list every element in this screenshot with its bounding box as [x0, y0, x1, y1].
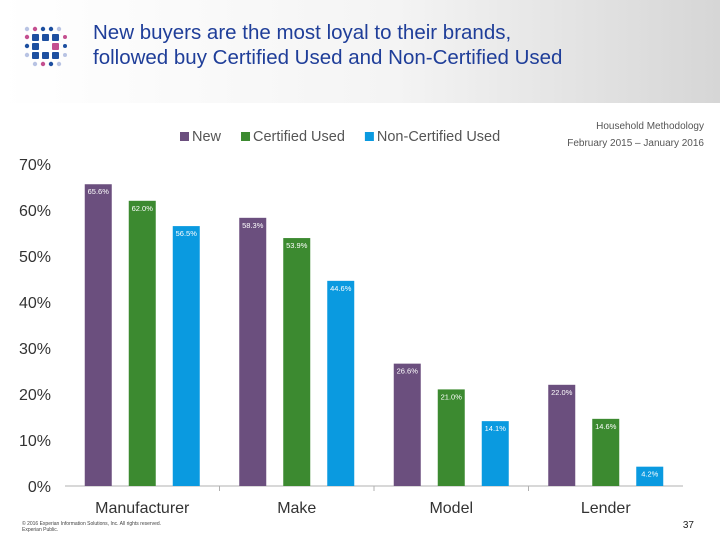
copyright-line-1: © 2016 Experian Information Solutions, I…	[22, 521, 162, 527]
y-tick-label: 20%	[19, 387, 51, 404]
bar	[636, 466, 664, 486]
category-label: Manufacturer	[95, 500, 190, 517]
methodology-note: Household Methodology February 2015 – Ja…	[567, 118, 704, 152]
bar	[128, 200, 156, 487]
category-label: Make	[277, 500, 316, 517]
bar	[172, 226, 200, 486]
legend-entry: Certified Used	[253, 129, 345, 145]
y-tick-label: 0%	[28, 479, 51, 496]
y-tick-label: 70%	[19, 157, 51, 174]
page-title: New buyers are the most loyal to their b…	[93, 20, 713, 70]
bar-data-label: 14.1%	[485, 424, 507, 433]
bar	[283, 238, 311, 486]
experian-logo-icon	[24, 26, 67, 67]
bar-data-label: 62.0%	[132, 204, 154, 213]
y-tick-label: 10%	[19, 433, 51, 450]
copyright-line-2: Experian Public.	[22, 527, 59, 533]
bar	[393, 363, 421, 486]
methodology-line-2: February 2015 – January 2016	[567, 138, 704, 149]
bar-data-label: 44.6%	[330, 284, 352, 293]
legend-swatch	[180, 132, 189, 141]
bar-data-label: 53.9%	[286, 241, 308, 250]
bar	[327, 280, 355, 486]
bar	[437, 389, 465, 486]
y-tick-label: 50%	[19, 249, 51, 266]
category-label: Lender	[581, 500, 631, 517]
bar-data-label: 21.0%	[441, 392, 463, 401]
y-tick-label: 40%	[19, 295, 51, 312]
methodology-line-1: Household Methodology	[596, 121, 704, 132]
legend-entry: New	[192, 129, 222, 145]
title-line-1: New buyers are the most loyal to their b…	[93, 21, 512, 44]
category-label: Model	[429, 500, 473, 517]
bar-data-label: 4.2%	[641, 470, 658, 479]
page-number: 37	[682, 520, 694, 531]
y-tick-label: 60%	[19, 203, 51, 220]
bar-data-label: 26.6%	[397, 367, 419, 376]
title-line-2: followed buy Certified Used and Non-Cert…	[93, 46, 563, 69]
bar-data-label: 65.6%	[88, 187, 110, 196]
legend-swatch	[364, 132, 374, 141]
bar	[548, 384, 576, 486]
bar-chart: 0% 10% 20% 30% 40% 50% 60% 70% 65.6% 62.0% 56.5% Ma…	[19, 129, 683, 517]
bar-data-label: 56.5%	[176, 229, 198, 238]
bar	[481, 421, 509, 486]
bar-data-label: 22.0%	[551, 388, 573, 397]
header-band: New buyers are the most loyal to their b…	[0, 0, 720, 103]
bar	[84, 184, 112, 486]
copyright-notice: © 2016 Experian Information Solutions, I…	[22, 521, 161, 533]
legend-entry: Non-Certified Used	[377, 129, 500, 145]
y-tick-label: 30%	[19, 341, 51, 358]
bar	[239, 217, 267, 486]
bar	[592, 418, 620, 486]
bar-data-label: 14.6%	[595, 422, 617, 431]
legend-swatch	[241, 132, 251, 141]
bar-data-label: 58.3%	[242, 221, 264, 230]
